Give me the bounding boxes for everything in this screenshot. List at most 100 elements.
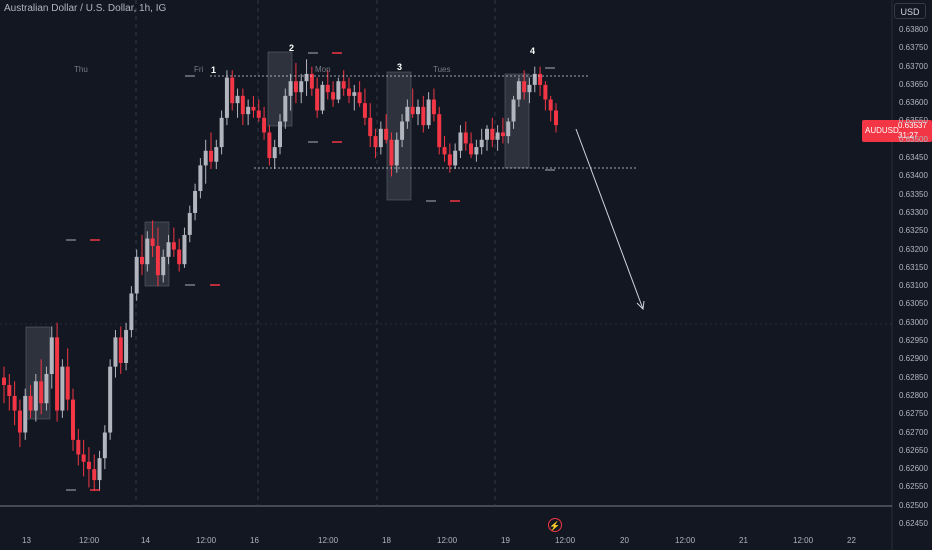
y-tick-label: 0.63300 (899, 207, 928, 217)
annotation-2: 2 (289, 43, 295, 53)
candle-body (389, 139, 394, 166)
candle-body (44, 373, 49, 404)
candle-body (299, 81, 304, 93)
candle-body (325, 84, 330, 93)
candle-body (235, 95, 240, 104)
day-label-thu: Thu (74, 65, 88, 74)
price-tag-symbol: AUDUSD (865, 126, 899, 135)
candle-body (214, 147, 219, 162)
day-label-tues: Tues (433, 65, 451, 74)
candle-body (336, 81, 341, 100)
candle-body (527, 84, 532, 93)
price-tag-value: 0.63537 (898, 121, 927, 130)
x-tick-label: 20 (620, 536, 629, 545)
candle-body (352, 92, 357, 96)
candle-body (177, 249, 182, 265)
candle-body (405, 106, 410, 122)
y-tick-label: 0.62650 (899, 445, 928, 455)
candle-body (76, 439, 81, 455)
y-tick-label: 0.62800 (899, 390, 928, 400)
candle-body (118, 337, 123, 363)
candle-body (161, 256, 166, 276)
candle-body (304, 73, 309, 82)
candle-body (23, 395, 28, 433)
candle-body (283, 95, 288, 122)
y-tick-label: 0.62900 (899, 354, 928, 364)
candle-body (421, 106, 426, 126)
y-tick-label: 0.62500 (899, 500, 928, 510)
candle-body (431, 99, 436, 115)
candle-body (150, 238, 155, 246)
lightning-icon[interactable]: ⚡ (548, 518, 562, 532)
candle-body (309, 73, 314, 89)
candle-body (108, 366, 113, 433)
candle-body (511, 99, 516, 122)
y-tick-label: 0.63600 (899, 98, 928, 108)
candle-body (479, 139, 484, 148)
candle-body (267, 132, 272, 159)
candle-body (410, 106, 415, 115)
candle-body (500, 132, 505, 137)
candle-body (278, 121, 282, 148)
highlight-box (267, 51, 293, 127)
day-label-mon: Mon (315, 65, 331, 74)
candle-body (155, 245, 160, 276)
candle-body (453, 150, 458, 166)
candle-body (548, 99, 553, 111)
x-tick-label: 12:00 (675, 536, 696, 545)
y-tick-label: 0.63700 (899, 61, 928, 71)
candle-body (124, 330, 129, 363)
candle-body (49, 337, 54, 374)
day-label-fri: Fri (194, 65, 204, 74)
y-tick-label: 0.63250 (899, 226, 928, 236)
candle-body (538, 73, 543, 85)
candle-body (65, 366, 70, 400)
x-tick-label: 12:00 (555, 536, 576, 545)
candle-body (543, 84, 548, 100)
y-tick-label: 0.63550 (899, 116, 928, 126)
candle-body (347, 88, 351, 96)
candle-body (71, 399, 75, 440)
candle-body (230, 77, 235, 104)
candle-body (219, 117, 224, 148)
x-tick-label: 12:00 (196, 536, 217, 545)
candle-body (262, 117, 267, 133)
candle-body (469, 143, 474, 155)
highlight-box (386, 71, 412, 201)
candle-body (357, 92, 362, 104)
y-tick-label: 0.63350 (899, 189, 928, 199)
y-tick-label: 0.62750 (899, 409, 928, 419)
x-tick-label: 18 (382, 536, 391, 545)
candle-body (39, 381, 44, 404)
y-tick-label: 0.62550 (899, 482, 928, 492)
x-tick-label: 16 (250, 536, 259, 545)
candle-body (12, 395, 17, 411)
candle-body (140, 256, 144, 265)
candle-body (28, 395, 33, 411)
candle-body (447, 154, 452, 166)
candle-body (198, 165, 203, 192)
y-tick-label: 0.63650 (899, 79, 928, 89)
candle-body (437, 114, 442, 148)
projection-arrow-head (636, 300, 645, 311)
candle-body (485, 128, 489, 140)
y-tick-label: 0.63100 (899, 281, 928, 291)
candle-body (7, 384, 12, 396)
x-tick-label: 22 (847, 536, 856, 545)
candle-body (81, 454, 86, 462)
x-tick-label: 12:00 (79, 536, 100, 545)
candle-body (134, 256, 139, 294)
candle-body (490, 128, 495, 140)
candle-body (240, 95, 245, 115)
annotation-4: 4 (530, 46, 536, 56)
x-tick-label: 12:00 (318, 536, 339, 545)
y-tick-label: 0.62600 (899, 464, 928, 474)
y-tick-label: 0.63450 (899, 153, 928, 163)
x-tick-label: 14 (141, 536, 150, 545)
x-tick-label: 21 (739, 536, 748, 545)
currency-button[interactable]: USD (894, 3, 926, 19)
candle-body (362, 103, 367, 118)
y-tick-label: 0.63400 (899, 171, 928, 181)
y-tick-label: 0.62450 (899, 519, 928, 528)
